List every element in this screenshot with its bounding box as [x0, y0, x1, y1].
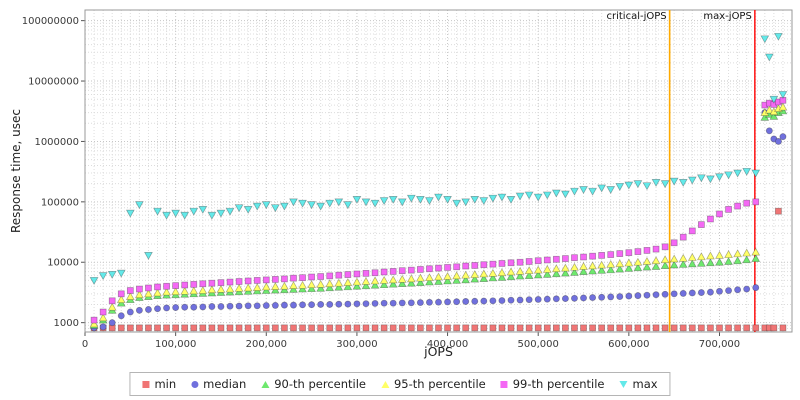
legend-label: 99-th percentile: [512, 377, 605, 391]
y-axis-title: Response time, usec: [9, 108, 23, 234]
legend-item-90-th-percentile: 90-th percentile: [261, 377, 366, 391]
legend-item-99-th-percentile: 99-th percentile: [500, 377, 605, 391]
y-tick-label: 100000000: [22, 16, 79, 27]
y-tick-label: 10000000: [28, 77, 79, 88]
triangle-down-marker-icon: [619, 380, 628, 388]
square-marker-icon: [500, 380, 508, 388]
chart-legend: min median 90-th percentile 95-th percentil…: [129, 372, 671, 396]
y-tick-label: 1000000: [34, 137, 79, 148]
triangle-up-marker-icon: [261, 380, 270, 388]
y-tick-label: 100000: [41, 197, 79, 208]
y-tick-label: 10000: [47, 258, 79, 269]
x-tick-label: 300,000: [336, 339, 377, 350]
critical-jOPS-label: critical-jOPS: [606, 11, 666, 22]
x-tick-label: 700,000: [699, 339, 740, 350]
max-jOPS-label: max-jOPS: [703, 11, 751, 22]
legend-label: median: [203, 377, 247, 391]
x-axis-title: jOPS: [424, 344, 453, 359]
x-tick-label: 500,000: [518, 339, 559, 350]
x-tick-label: 400,000: [427, 339, 468, 350]
legend-label: 95-th percentile: [393, 377, 486, 391]
legend-item-min: min: [142, 377, 176, 391]
x-tick-label: 600,000: [608, 339, 649, 350]
legend-label: min: [154, 377, 177, 391]
plot-area: [84, 9, 793, 333]
legend-label: 90-th percentile: [274, 377, 366, 391]
x-tick-label: 200,000: [246, 339, 287, 350]
legend-item-95-th-percentile: 95-th percentile: [380, 377, 486, 391]
chart-svg: 1000 10000 100000 1000000 10000000 100000000 0…: [22, 9, 793, 350]
legend-item-median: median: [191, 377, 246, 391]
legend-label: max: [632, 377, 658, 391]
y-tick-label: 1000: [54, 318, 79, 329]
x-tick-label: 100,000: [155, 339, 196, 350]
triangle-up-marker-icon: [380, 380, 389, 388]
x-tick-label: 0: [82, 339, 88, 350]
circle-marker-icon: [191, 380, 199, 388]
legend-item-max: max: [619, 377, 658, 391]
square-marker-icon: [142, 380, 150, 388]
